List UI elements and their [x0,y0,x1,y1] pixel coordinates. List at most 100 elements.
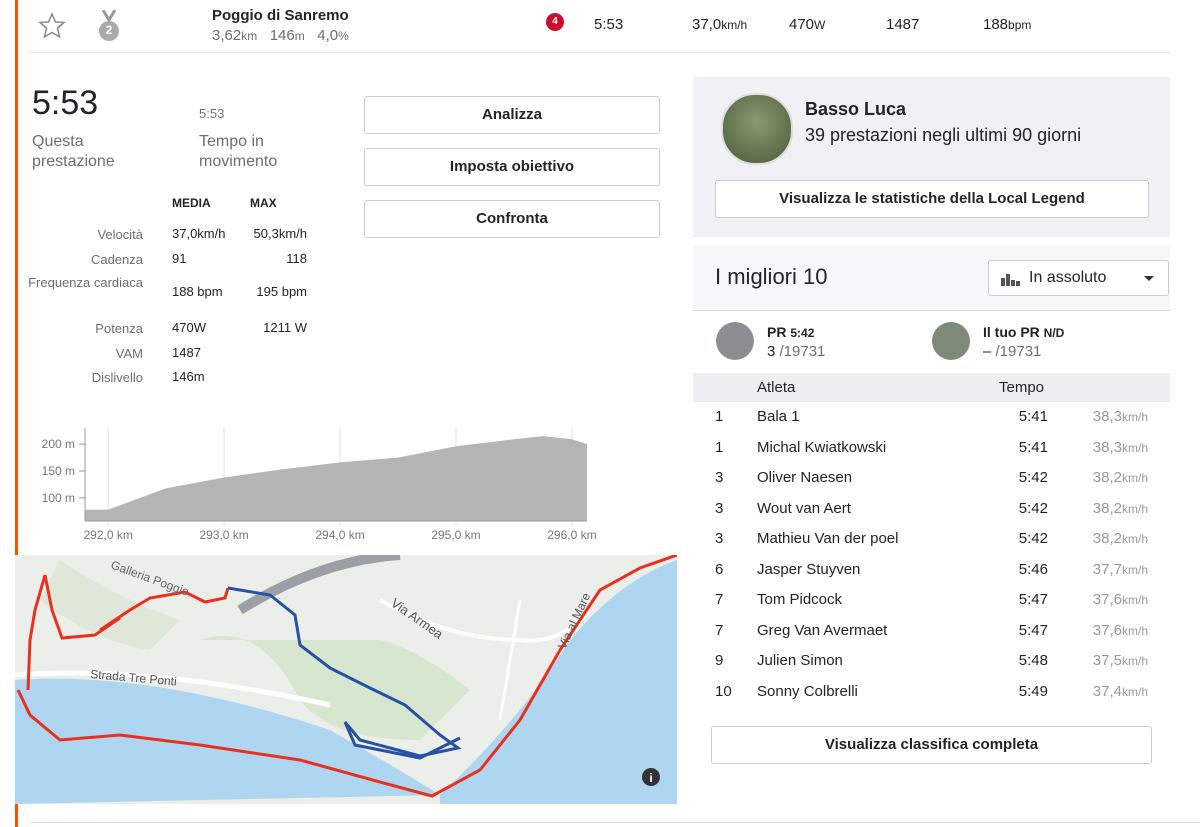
x-tick-label: 296,0 km [547,528,596,542]
value: 37,6 [1092,591,1122,608]
stats-value: 470W [172,320,206,335]
pr-time: N/D [1043,326,1065,340]
value: 38,2 [1092,469,1122,486]
x-tick-label: 292,0 km [84,528,133,542]
time: 5:42 [1018,469,1048,486]
time: 5:46 [1018,560,1048,578]
unit: km/h [1121,654,1148,668]
athlete[interactable]: Mathieu Van der poel [757,530,899,547]
athlete[interactable]: Wout van Aert [757,499,851,517]
rank: 1 [715,408,724,425]
athlete[interactable]: Tom Pidcock [757,591,843,608]
unit: km/h [1121,532,1148,546]
rank: 7 [715,621,724,639]
filter-dropdown[interactable]: In assoluto [988,260,1169,296]
rank: 3 [767,343,776,360]
elevation-profile: 292,0 km 293,0 km 294,0 km 295,0 km 296,0 km… [42,428,597,542]
heart-rate: 188bpm [983,16,1031,33]
accent-bar [15,0,18,827]
value: 38,2 [1092,530,1122,547]
pr: PR 5:42 [767,324,814,340]
athlete[interactable]: Jasper Stuyven [757,560,861,578]
power: 470W [789,16,825,33]
button[interactable]: Visualizza le statistiche della Local Le… [715,180,1149,218]
divider [30,822,1200,823]
stats-value: 91 [172,251,187,266]
value: 38,2 [1092,499,1122,517]
rank: 3 [715,530,724,547]
time: 5:53 [594,16,624,33]
effort-time: 5:53 [32,84,99,122]
athlete[interactable]: Bala 1 [757,408,800,425]
your-pr: Il tuo PR N/D [983,324,1064,340]
x-tick-label: 294,0 km [315,528,364,542]
y-tick-label: 200 m [42,437,75,451]
stats-value: 195 bpm [256,284,307,299]
rank: – [983,343,992,360]
filter-label: In assoluto [1029,269,1107,286]
value: 470 [789,16,815,33]
segment-name[interactable]: Poggio di Sanremo [212,7,349,24]
svg-text:i: i [649,771,652,785]
athlete[interactable]: Julien Simon [757,652,843,669]
leaderboard-title: I migliori 10 [715,264,828,289]
athlete[interactable]: Oliver Naesen [757,469,853,486]
time: 5:47 [1018,591,1048,608]
value: 38,3 [1092,408,1122,425]
medal-rank: 2 [105,23,113,37]
value: 38,3 [1092,438,1122,456]
stats-label: Frequenza cardiaca [28,275,143,290]
stats-value: 188 bpm [172,284,223,299]
distance: 3,62 [212,27,242,44]
unit: m [294,29,305,43]
y-tick-label: 150 m [42,464,75,478]
athlete[interactable]: Sonny Colbrelli [757,682,858,700]
total: /19731 [995,343,1042,360]
stats-value: 1211 W [263,320,307,335]
rank-badge: 4 [546,13,564,31]
athlete[interactable]: Greg Van Avermaet [757,621,888,639]
vam: 1487 [886,16,920,33]
unit: km/h [1121,501,1148,516]
button[interactable]: Confronta [364,200,660,238]
speed: 38,3km/h [1060,408,1148,425]
rank: 1 [715,438,724,456]
time: 5:49 [1018,682,1048,700]
time: 5:41 [1018,438,1048,456]
pr-time: 5:42 [790,326,815,340]
speed: 37,6km/h [1060,622,1148,639]
effort-label: Questa prestazione [32,133,115,170]
x-tick-label: 295,0 km [431,528,480,542]
button[interactable]: Analizza [364,96,660,134]
speed: 38,3km/h [1060,439,1148,456]
elevation: 146 [269,27,295,44]
star-icon[interactable] [38,12,66,40]
map[interactable]: i Galleria Poggio Via Armea Strada Tre P… [15,555,677,804]
rank: 9 [715,652,724,669]
unit: km/h [721,18,748,32]
athlete[interactable]: Michal Kwiatkowski [757,438,887,456]
button[interactable]: Imposta obiettivo [364,148,660,186]
time: 5:42 [1018,530,1048,547]
value: 37,5 [1092,652,1122,669]
avatar [721,93,793,165]
unit: % [338,29,349,43]
total: /19731 [779,343,826,360]
legend-name[interactable]: Basso Luca [805,99,907,119]
stats-value: 1487 [172,345,201,360]
speed: 38,2km/h [1060,530,1148,547]
speed: 37,0km/h [692,16,747,33]
time: 5:47 [1018,621,1048,639]
button[interactable]: Visualizza classifica completa [711,726,1152,764]
speed: 37,6km/h [1060,591,1148,608]
legend-subtitle: 39 prestazioni negli ultimi 90 giorni [805,125,1082,145]
pr-label: Il tuo PR [983,324,1040,340]
pr-label: PR [767,324,787,340]
value: 37,6 [1092,621,1122,639]
elevation-area [85,436,587,521]
time: 5:48 [1018,652,1048,669]
unit: km [241,29,258,43]
stats-value: 146m [172,369,205,384]
speed: 38,2km/h [1060,500,1148,517]
unit: km/h [1121,471,1148,485]
